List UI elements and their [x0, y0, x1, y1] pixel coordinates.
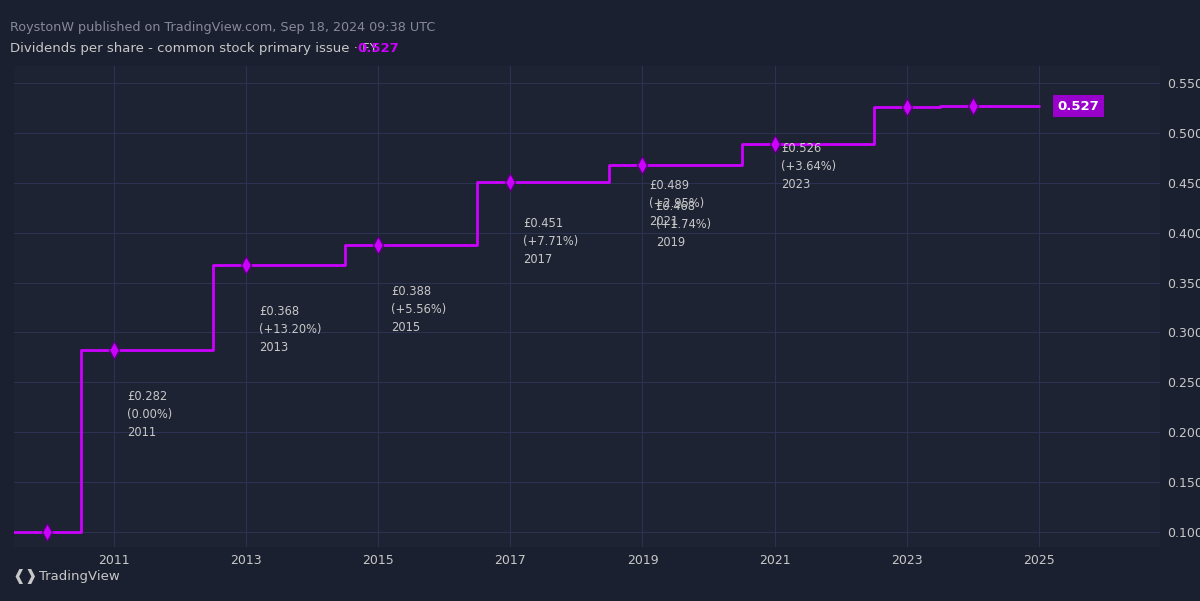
- Text: £0.282
(0.00%)
2011: £0.282 (0.00%) 2011: [127, 390, 172, 439]
- Text: £0.526
(+3.64%)
2023: £0.526 (+3.64%) 2023: [781, 142, 836, 191]
- Text: RoystonW published on TradingView.com, Sep 18, 2024 09:38 UTC: RoystonW published on TradingView.com, S…: [10, 20, 434, 34]
- Text: £0.451
(+7.71%)
2017: £0.451 (+7.71%) 2017: [523, 217, 578, 266]
- Text: ❰❱: ❰❱: [12, 570, 37, 584]
- Text: TradingView: TradingView: [38, 570, 120, 584]
- Text: Dividends per share - common stock primary issue · FY: Dividends per share - common stock prima…: [10, 42, 377, 55]
- Text: 0.527: 0.527: [1058, 100, 1099, 112]
- Text: £0.489
(+2.95%)
2021: £0.489 (+2.95%) 2021: [649, 179, 704, 228]
- Text: £0.468
(+1.74%)
2019: £0.468 (+1.74%) 2019: [655, 200, 710, 249]
- Text: £0.388
(+5.56%)
2015: £0.388 (+5.56%) 2015: [391, 284, 446, 334]
- Text: 0.527: 0.527: [358, 42, 400, 55]
- Text: £0.368
(+13.20%)
2013: £0.368 (+13.20%) 2013: [259, 305, 322, 353]
